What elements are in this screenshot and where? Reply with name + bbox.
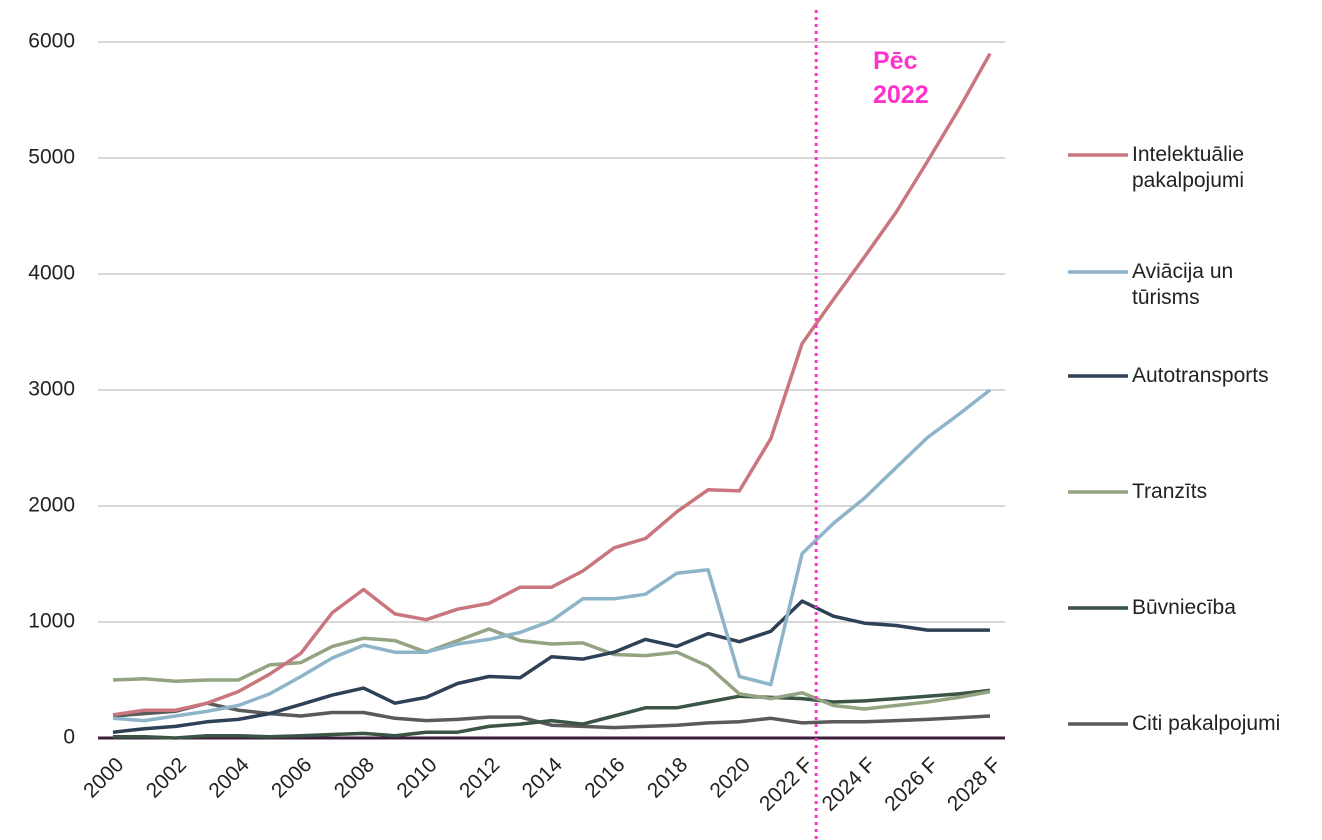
x-tick-label: 2000: [79, 753, 128, 802]
x-tick-label: 2026 F: [880, 753, 943, 816]
series-line: [112, 388, 992, 723]
legend-label: Citi pakalpojumi: [1132, 712, 1281, 735]
series-line: [112, 52, 992, 717]
series-line: [112, 627, 991, 711]
legend-label: Aviācija un tūrisms: [1132, 260, 1234, 309]
annotation: Pēc 2022: [873, 47, 929, 109]
x-tick-label: 2018: [643, 753, 692, 802]
legend-label: Tranzīts: [1132, 480, 1208, 503]
legend-label: Intelektuālie pakalpojumi: [1132, 143, 1245, 192]
x-tick-label: 2016: [580, 753, 629, 802]
x-tick-label: 2008: [330, 753, 379, 802]
y-tick-label: 5000: [28, 146, 75, 169]
x-tick-label: 2020: [706, 753, 755, 802]
y-tick-label: 2000: [28, 494, 75, 517]
x-tick-label: 2004: [204, 753, 254, 803]
x-tick-label: 2024 F: [818, 753, 881, 816]
x-tick-label: 2028 F: [943, 753, 1006, 816]
x-tick-label: 2006: [267, 753, 316, 802]
x-tick-label: 2022 F: [755, 753, 818, 816]
y-tick-label: 3000: [28, 378, 75, 401]
legend-label: Autotransports: [1132, 364, 1269, 387]
y-tick-label: 0: [63, 726, 75, 749]
series-line: [113, 688, 991, 740]
y-tick-label: 1000: [28, 610, 75, 633]
y-tick-label: 4000: [28, 262, 75, 285]
x-tick-label: 2002: [142, 753, 191, 802]
x-tick-label: 2010: [392, 753, 441, 802]
y-tick-label: 6000: [28, 30, 75, 53]
series-line: [112, 701, 991, 730]
x-tick-label: 2012: [455, 753, 504, 802]
legend-label: Būvniecība: [1132, 596, 1236, 619]
series-line: [112, 599, 990, 734]
x-tick-label: 2014: [518, 753, 568, 803]
